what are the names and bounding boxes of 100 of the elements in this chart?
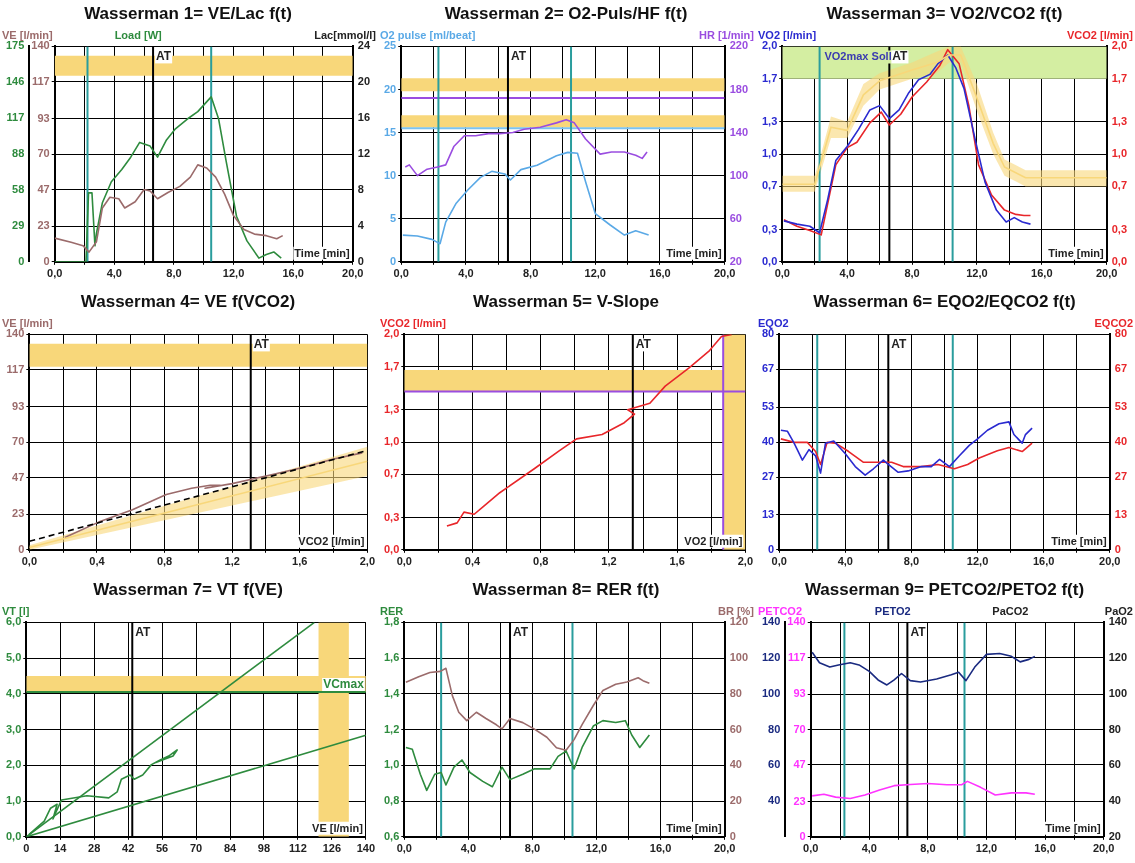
y-tick-label: 140: [787, 615, 806, 628]
y-tick-label: 117: [787, 650, 806, 663]
y-tick-label: 1,0: [383, 435, 400, 448]
x-tick-label: 2,0: [359, 555, 375, 568]
y2-tick-label: 40: [1114, 435, 1128, 448]
y2-tick-label: 100: [1108, 686, 1128, 699]
x-tick-label: 12,0: [975, 842, 998, 855]
y3-tick-label: 120: [761, 651, 781, 664]
y2-tick-label: 100: [729, 168, 749, 181]
x-tick-label: 1,2: [601, 555, 617, 568]
y2-axis-title: HR [1/min]: [699, 29, 755, 42]
y2-axis-title: VCO2 [l/min]: [1066, 29, 1134, 42]
y-axis-title: EQO2: [758, 317, 789, 330]
y-axis-title: VCO2 [l/min]: [380, 317, 447, 330]
y-tick-label: 140: [31, 39, 50, 52]
x-tick-label: 28: [88, 842, 101, 855]
y2-axis-title: Lac[mmol/l]: [314, 29, 377, 42]
x-tick-label: 12,0: [966, 555, 989, 568]
y3-tick-label: 88: [12, 146, 25, 159]
y-tick-label: 5,0: [5, 651, 22, 664]
y2-tick-label: 0: [357, 254, 364, 267]
x-tick-label: 0,0: [774, 267, 790, 280]
x-tick-label: 0,8: [156, 555, 173, 568]
x-axis-title: Time [min]: [1045, 821, 1101, 834]
chart-title: Wasserman 3= VO2/VCO2 f(t): [826, 3, 1063, 23]
ref-line-label: AT: [891, 337, 908, 352]
y2-tick-label: 140: [729, 125, 749, 138]
y-tick-label: 25: [383, 39, 397, 52]
y3-tick-label: 29: [12, 219, 25, 232]
y-tick-label: 1,7: [383, 359, 400, 372]
y-axis-title: VT [l]: [2, 605, 30, 618]
y-tick-label: 0,7: [383, 467, 400, 480]
y3-tick-label: 60: [768, 758, 781, 771]
y-tick-label: 10: [383, 168, 397, 181]
y2-tick-label: 60: [729, 722, 742, 735]
y-tick-label: 15: [383, 125, 397, 138]
x-axis-title: Time [min]: [1051, 534, 1108, 547]
y-tick-label: 0,3: [383, 510, 400, 523]
x-tick-label: 0,0: [771, 555, 787, 568]
x-tick-label: 16,0: [1034, 842, 1056, 855]
y2-axis-title: BR [%]: [717, 605, 755, 618]
y2-tick-label: 67: [1114, 362, 1128, 375]
chart-title: Wasserman 5= V-Slope: [473, 291, 659, 311]
x-tick-label: 4,0: [106, 267, 122, 280]
y2-tick-label: 16: [357, 111, 371, 124]
y-tick-label: 0,6: [383, 829, 400, 842]
x-tick-label: 0,0: [803, 842, 819, 855]
ref-line-label: VCmax: [323, 677, 365, 692]
y2-tick-label: 20: [729, 254, 742, 267]
text: PaCO2: [992, 605, 1029, 618]
x-tick-label: 20,0: [1092, 842, 1115, 855]
y-tick-label: 2,0: [5, 758, 22, 771]
chart-title: Wasserman 1= VE/Lac f(t): [84, 3, 292, 23]
y2-tick-label: 13: [1114, 507, 1128, 520]
y2-axis-title: EQCO2: [1094, 317, 1133, 330]
y-tick-label: 117: [31, 74, 50, 87]
y-tick-label: 0: [18, 542, 25, 555]
y-tick-label: 0,0: [383, 542, 400, 555]
x-tick-label: 8,0: [904, 267, 920, 280]
y3-axis-title: PETO2: [874, 605, 911, 618]
y2-tick-label: 120: [1108, 651, 1128, 664]
y2-tick-label: 20: [357, 75, 371, 88]
chart-title: Wasserman 4= VE f(VCO2): [80, 291, 296, 311]
y-tick-label: 5: [390, 211, 397, 224]
y2-tick-label: 220: [729, 39, 749, 52]
x-tick-label: 4,0: [458, 267, 474, 280]
y-tick-label: 93: [37, 111, 50, 124]
x-tick-label: 16,0: [649, 842, 672, 855]
y2-tick-label: 4: [357, 218, 365, 231]
y-tick-label: 23: [37, 219, 50, 232]
x-tick-label: 16,0: [1032, 555, 1055, 568]
x-tick-label: 0,4: [464, 555, 482, 568]
x-tick-label: 16,0: [649, 267, 671, 280]
x-axis-title: Time [min]: [666, 821, 722, 834]
y-tick-label: 70: [37, 147, 50, 160]
y-tick-label: 0,0: [761, 254, 778, 267]
x-tick-label: 4,0: [837, 555, 853, 568]
ref-line-label: AT: [635, 337, 652, 352]
y-axis-title: RER: [380, 605, 404, 618]
x-tick-label: 84: [223, 842, 237, 855]
y-tick-label: 1,0: [383, 758, 400, 771]
y-axis-title: O2 pulse [ml/beat]: [380, 29, 476, 42]
x-tick-label: 4,0: [460, 842, 477, 855]
y-tick-label: 0: [768, 542, 775, 555]
x-tick-label: 14: [54, 842, 68, 855]
band-label: VO2max Soll: [824, 50, 892, 63]
y2-tick-label: 1,3: [1111, 114, 1128, 127]
y-tick-label: 93: [12, 399, 25, 412]
y-tick-label: 0,8: [383, 794, 400, 807]
y2-axis-title: PaO2: [1104, 605, 1133, 618]
y2-tick-label: 60: [1108, 758, 1121, 771]
chart-title: Wasserman 8= RER f(t): [472, 579, 660, 599]
x-axis-title: Time [min]: [1048, 246, 1105, 259]
y2-tick-label: 180: [729, 82, 749, 95]
y2-tick-label: 40: [729, 758, 742, 771]
y-tick-label: 67: [761, 362, 775, 375]
x-tick-label: 12,0: [222, 267, 245, 280]
ref-line-label: AT: [510, 49, 527, 64]
x-tick-label: 126: [322, 842, 342, 855]
x-tick-label: 2,0: [737, 555, 753, 568]
